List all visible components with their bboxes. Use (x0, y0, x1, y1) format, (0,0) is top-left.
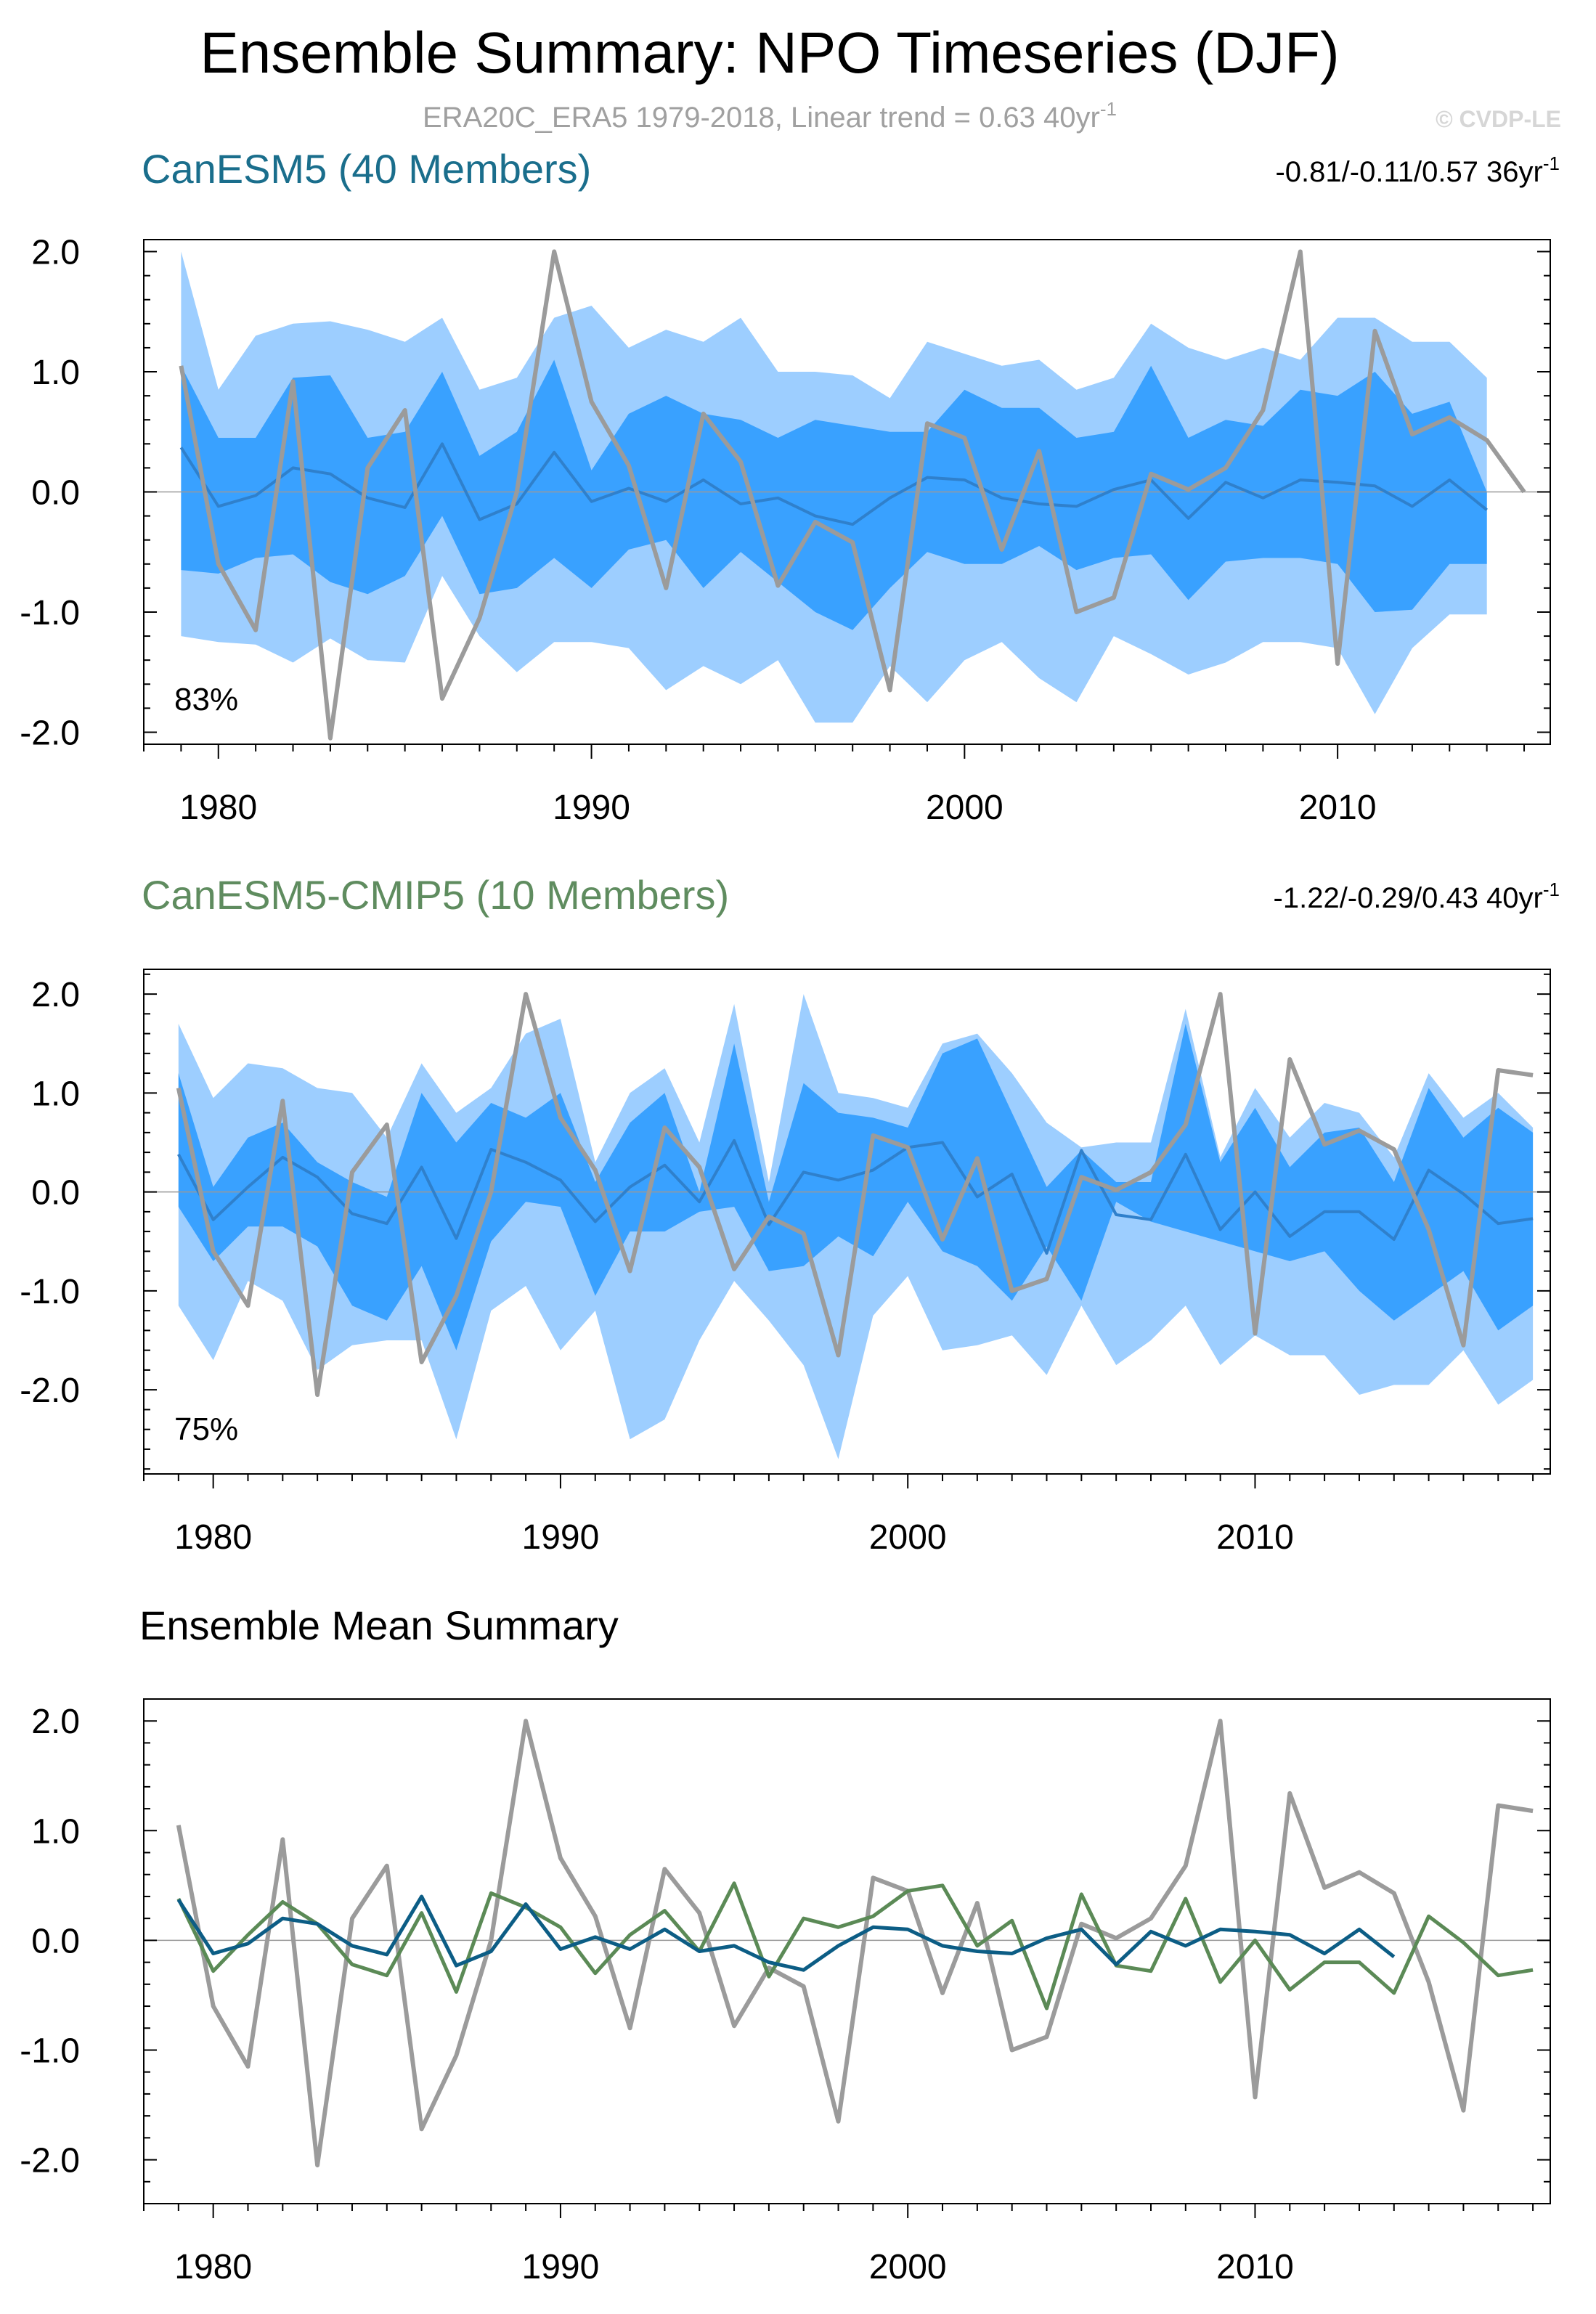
figure-title: Ensemble Summary: NPO Timeseries (DJF) (200, 20, 1339, 85)
canesm5-trend-label: -0.81/-0.11/0.57 36yr-1 (1275, 152, 1560, 188)
credit-label: © CVDP-LE (1436, 106, 1561, 132)
x-tick-label: 1990 (553, 789, 630, 827)
cmip5-plot-area: 2.0 1.0 0.0 -1.0 -2.0 1980 1990 2000 2010 (20, 969, 1551, 1557)
canesm5-panel: CanESM5 (40 Members) -0.81/-0.11/0.57 36… (20, 146, 1560, 827)
x-tick-label: 1980 (179, 789, 257, 827)
observed-line (176, 992, 1534, 1397)
cmip5-trend-label: -1.22/-0.29/0.43 40yr-1 (1274, 879, 1560, 914)
ensemble-mean-line (177, 1138, 1534, 1255)
x-tick-label: 2000 (926, 789, 1003, 827)
mean-plot-area: 2.0 1.0 0.0 -1.0 -2.0 1980 1990 2000 2010 (20, 1698, 1551, 2286)
plot-frame (143, 969, 1551, 1475)
y-tick-label: -2.0 (20, 2142, 80, 2180)
mean-panel-title: Ensemble Mean Summary (139, 1602, 619, 1648)
canesm5-plot-area: 2.0 1.0 0.0 -1.0 -2.0 1980 1990 2000 2010 (20, 234, 1551, 827)
series-line-era20c-era5 (176, 1719, 1534, 2168)
cmip5-trend-text: -1.22/-0.29/0.43 40yr (1274, 882, 1543, 914)
cmip5-panel: CanESM5-CMIP5 (10 Members) -1.22/-0.29/0… (20, 872, 1560, 1557)
y-tick-label: 1.0 (31, 1812, 80, 1851)
series-line-canesm5 (176, 1894, 1396, 1972)
y-tick-label: -1.0 (20, 594, 80, 632)
cmip5-trend-superscript: -1 (1543, 879, 1560, 900)
y-tick-label: -2.0 (20, 1372, 80, 1410)
range-10-90-band (178, 1024, 1534, 1350)
cmip5-percent-label: 75% (174, 1411, 238, 1447)
range-10-90-band (181, 359, 1487, 630)
y-tick-label: -2.0 (20, 714, 80, 752)
y-tick-label: 2.0 (31, 976, 80, 1014)
y-tick-label: 0.0 (31, 474, 80, 513)
canesm5-trend-text: -0.81/-0.11/0.57 36yr (1275, 156, 1542, 188)
y-tick-label: 2.0 (31, 234, 80, 272)
series-line-canesm5-cmip5 (176, 1881, 1534, 2011)
cmip5-panel-title: CanESM5-CMIP5 (10 Members) (142, 872, 729, 918)
x-tick-label: 1990 (522, 1518, 600, 1557)
canesm5-percent-label: 83% (174, 682, 238, 717)
plot-frame (143, 1698, 1551, 2204)
x-tick-label: 1980 (174, 2248, 252, 2286)
canesm5-trend-superscript: -1 (1543, 152, 1560, 174)
y-tick-label: -1.0 (20, 1273, 80, 1311)
x-tick-label: 2000 (869, 1518, 947, 1557)
x-tick-label: 2000 (869, 2248, 947, 2286)
y-tick-label: 0.0 (31, 1174, 80, 1213)
mean-panel: Ensemble Mean Summary 2.0 1.0 0.0 -1.0 -2.0 1… (20, 1602, 1551, 2286)
y-tick-label: 0.0 (31, 1922, 80, 1960)
y-tick-label: -1.0 (20, 2032, 80, 2070)
x-tick-label: 2010 (1216, 2248, 1294, 2286)
canesm5-panel-title: CanESM5 (40 Members) (142, 146, 591, 192)
y-tick-label: 1.0 (31, 1075, 80, 1113)
x-tick-label: 1980 (174, 1518, 252, 1557)
subtitle-superscript: -1 (1100, 98, 1117, 120)
ensemble-mean-line (179, 442, 1488, 526)
subtitle-text: ERA20C_ERA5 1979-2018, Linear trend = 0.… (423, 102, 1100, 134)
x-tick-label: 1990 (522, 2248, 600, 2286)
y-tick-label: 1.0 (31, 354, 80, 392)
figure-subtitle: ERA20C_ERA5 1979-2018, Linear trend = 0.… (423, 98, 1117, 134)
x-tick-label: 2010 (1216, 1518, 1294, 1557)
y-tick-label: 2.0 (31, 1703, 80, 1741)
x-tick-label: 2010 (1299, 789, 1377, 827)
observed-line (179, 249, 1526, 741)
